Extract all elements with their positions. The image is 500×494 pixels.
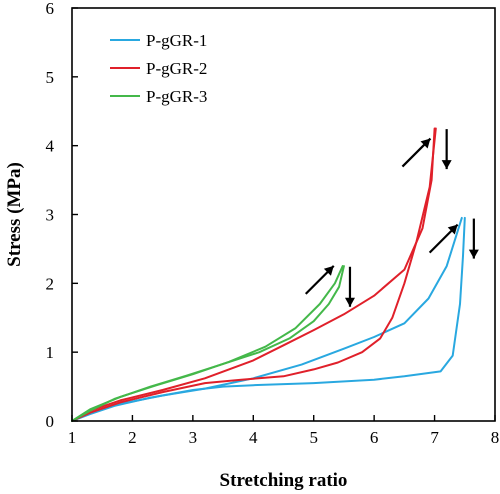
x-tick-label: 4 [249, 428, 258, 447]
legend-label-3: P-gGR-3 [146, 87, 207, 106]
legend-label-2: P-gGR-2 [146, 59, 207, 78]
x-tick-label: 6 [370, 428, 379, 447]
series-1-loading-curve [71, 216, 463, 422]
annotation-arrow-3 [401, 137, 432, 168]
annotation-arrows [304, 129, 479, 307]
x-tick-label: 8 [491, 428, 500, 447]
legend-label-1: P-gGR-1 [146, 31, 207, 50]
x-tick-label: 2 [128, 428, 137, 447]
y-tick-label: 3 [46, 206, 55, 225]
annotation-arrow-4 [441, 129, 452, 170]
series-3-unloading-curve [71, 265, 345, 422]
x-tick-label: 5 [309, 428, 318, 447]
y-tick-label: 6 [46, 0, 55, 18]
x-tick-label: 1 [68, 428, 77, 447]
series-2-loading-curve [71, 127, 436, 422]
series-layer [71, 127, 466, 422]
annotation-arrow-6 [468, 218, 479, 259]
series-1-unloading-curve [71, 216, 466, 422]
x-tick-label: 3 [189, 428, 198, 447]
y-tick-label: 4 [46, 137, 55, 156]
plot-frame [71, 7, 496, 422]
annotation-arrow-1 [304, 265, 335, 295]
y-tick-label: 1 [46, 343, 55, 362]
y-tick-label: 0 [46, 412, 55, 431]
annotation-arrow-5 [428, 223, 459, 254]
x-tick-label: 7 [430, 428, 439, 447]
y-tick-label: 2 [46, 274, 55, 293]
series-3-loading-curve [71, 265, 344, 422]
x-axis-title: Stretching ratio [220, 470, 348, 491]
y-axis-title: Stress (MPa) [4, 162, 25, 267]
annotation-arrow-2 [344, 266, 355, 307]
series-2-unloading-curve [71, 127, 437, 422]
legend: P-gGR-1 P-gGR-2 P-gGR-3 [110, 31, 207, 106]
y-tick-label: 5 [46, 68, 55, 87]
